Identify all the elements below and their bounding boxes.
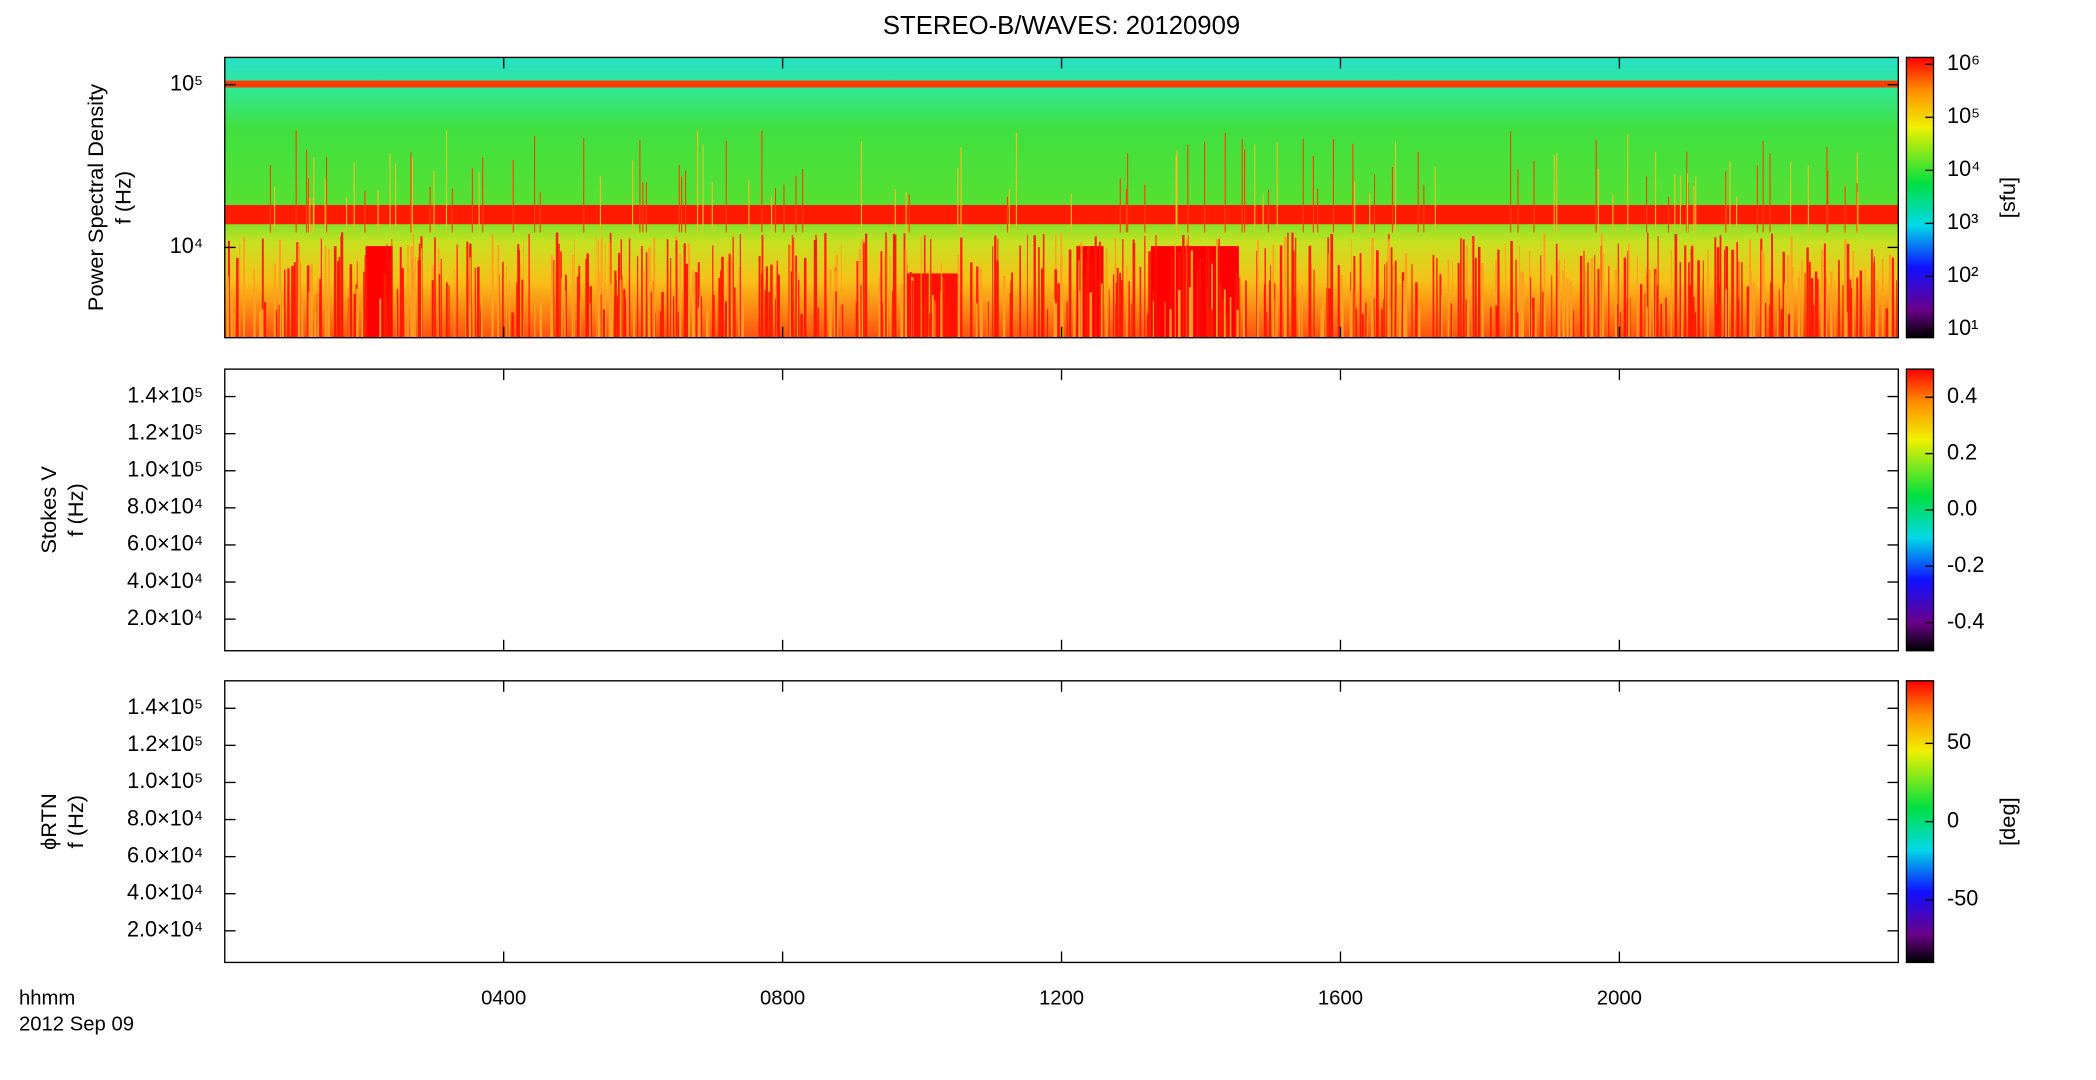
y-axis-label: Power Spectral Density — [83, 84, 108, 311]
colorbar-tick-label: -50 — [1947, 886, 1978, 911]
colorbar-tick-label: -0.2 — [1947, 552, 1984, 577]
y-tick-label: 4.0×10⁴ — [127, 879, 203, 904]
colorbar-tick-label: 10⁶ — [1947, 50, 1980, 75]
x-tick-label: 0400 — [481, 988, 526, 1010]
y-axis-sublabel: f (Hz) — [63, 483, 88, 536]
spectrogram-image — [224, 57, 1899, 338]
y-axis-label: Stokes V — [36, 466, 61, 554]
colorbar-tick-label: 10² — [1947, 262, 1978, 287]
x-axis-label: hhmm — [19, 988, 75, 1010]
y-tick-label: 1.0×10⁵ — [127, 768, 203, 793]
y-axis-sublabel: f (Hz) — [63, 795, 88, 848]
y-axis-sublabel: f (Hz) — [110, 171, 135, 224]
y-tick-label: 6.0×10⁴ — [127, 531, 203, 556]
y-tick-label: 6.0×10⁴ — [127, 842, 203, 867]
colorbar-tick-label: 0.2 — [1947, 439, 1977, 464]
chart-title: STEREO-B/WAVES: 20120909 — [883, 12, 1240, 40]
y-tick-label: 10⁴ — [170, 233, 203, 258]
date-label: 2012 Sep 09 — [19, 1014, 134, 1036]
x-tick-label: 0800 — [760, 988, 805, 1010]
colorbar-tick-label: -0.4 — [1947, 608, 1984, 633]
y-tick-label: 8.0×10⁴ — [127, 805, 203, 830]
x-tick-label: 1200 — [1039, 988, 1084, 1010]
y-tick-label: 2.0×10⁴ — [127, 605, 203, 630]
y-tick-label: 1.4×10⁵ — [127, 694, 203, 719]
y-tick-label: 2.0×10⁴ — [127, 917, 203, 942]
y-tick-label: 4.0×10⁴ — [127, 568, 203, 593]
colorbar-tick-label: 10⁵ — [1947, 103, 1980, 128]
y-tick-label: 10⁵ — [170, 70, 203, 95]
y-axis-label: ϕRTN — [36, 793, 61, 850]
colorbar — [1905, 56, 1935, 339]
colorbar-tick-label: 0.4 — [1947, 383, 1977, 408]
colorbar-tick-label: 10⁴ — [1947, 156, 1980, 181]
colorbar-tick-label: 10¹ — [1947, 315, 1978, 340]
colorbar-label: [deg] — [1995, 797, 2020, 846]
x-tick-label: 1600 — [1318, 988, 1363, 1010]
y-tick-label: 8.0×10⁴ — [127, 494, 203, 519]
y-tick-label: 1.4×10⁵ — [127, 382, 203, 407]
panel-frame — [224, 680, 1899, 964]
panel-frame — [224, 368, 1899, 652]
colorbar-tick-label: 0.0 — [1947, 496, 1977, 521]
colorbar-tick-label: 10³ — [1947, 209, 1978, 234]
x-tick-label: 2000 — [1597, 988, 1642, 1010]
y-tick-label: 1.2×10⁵ — [127, 419, 203, 444]
y-tick-label: 1.2×10⁵ — [127, 731, 203, 756]
colorbar-tick-label: 50 — [1947, 729, 1971, 754]
colorbar-tick-label: 0 — [1947, 807, 1959, 832]
y-tick-label: 1.0×10⁵ — [127, 456, 203, 481]
colorbar-label: [sfu] — [1995, 177, 2020, 218]
